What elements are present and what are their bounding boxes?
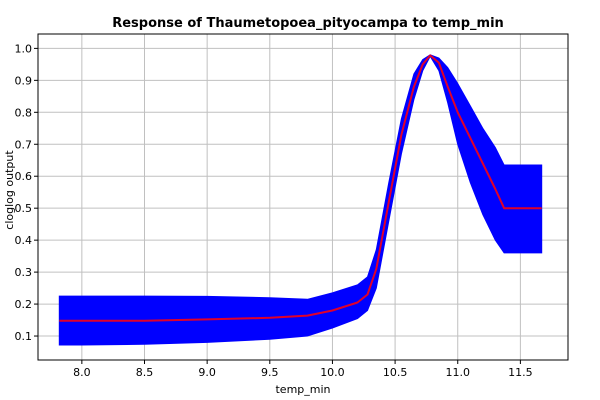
y-tick-label: 0.5 <box>15 202 33 215</box>
x-tick-label: 8.0 <box>73 366 91 379</box>
y-tick-label: 0.8 <box>15 106 33 119</box>
chart-title: Response of Thaumetopoea_pityocampa to t… <box>112 16 504 31</box>
y-tick-label: 0.4 <box>15 234 33 247</box>
x-tick-label: 11.5 <box>508 366 533 379</box>
y-tick-label: 0.1 <box>15 330 33 343</box>
x-axis-label: temp_min <box>275 383 330 396</box>
y-tick-label: 0.2 <box>15 298 33 311</box>
band-layer <box>58 54 543 346</box>
mean-response-line <box>59 54 542 322</box>
x-tick-label: 9.5 <box>261 366 279 379</box>
y-axis-ticks: 0.1 0.2 0.3 0.4 0.5 0.6 0.7 0.8 0.9 1.0 <box>15 42 38 343</box>
y-axis-label: cloglog output <box>3 150 16 230</box>
x-tick-label: 10.5 <box>383 366 408 379</box>
y-tick-label: 0.6 <box>15 170 33 183</box>
y-tick-label: 0.9 <box>15 74 33 87</box>
x-tick-label: 11.0 <box>445 366 470 379</box>
y-tick-label: 1.0 <box>15 42 33 55</box>
x-tick-label: 10.0 <box>320 366 345 379</box>
x-axis-ticks: 8.0 8.5 9.0 9.5 10.0 10.5 11.0 11.5 <box>73 360 533 379</box>
x-tick-label: 9.0 <box>198 366 216 379</box>
y-tick-label: 0.7 <box>15 138 33 151</box>
confidence-band <box>58 54 543 346</box>
line-layer <box>59 54 542 322</box>
x-tick-label: 8.5 <box>136 366 154 379</box>
y-tick-label: 0.3 <box>15 266 33 279</box>
plot-frame <box>37 33 569 361</box>
